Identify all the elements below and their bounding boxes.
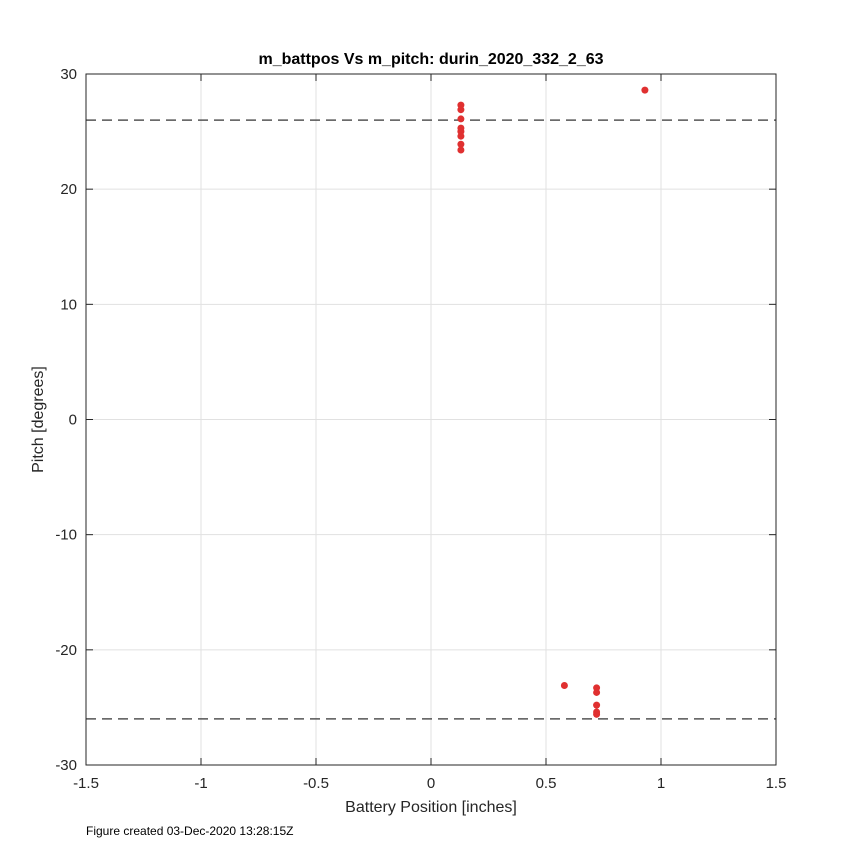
data-point — [593, 710, 601, 718]
x-axis-label: Battery Position [inches] — [345, 799, 517, 816]
x-tick-label: 1 — [657, 775, 665, 792]
chart-title: m_battpos Vs m_pitch: durin_2020_332_2_6… — [258, 51, 603, 68]
y-tick-label: -10 — [55, 527, 77, 544]
y-axis-label: Pitch [degrees] — [30, 366, 47, 473]
x-tick-label: -1.5 — [73, 775, 99, 792]
data-point — [457, 106, 465, 114]
data-point — [457, 132, 465, 140]
data-point — [593, 701, 601, 709]
x-tick-label: 0.5 — [536, 775, 557, 792]
x-tick-label: -1 — [194, 775, 207, 792]
data-point — [593, 688, 601, 696]
figure-created-footnote: Figure created 03-Dec-2020 13:28:15Z — [86, 824, 294, 838]
data-points — [457, 86, 649, 718]
y-tick-label: 20 — [60, 181, 77, 198]
data-point — [457, 146, 465, 154]
reference-lines — [86, 119, 776, 720]
y-tick-label: 10 — [60, 296, 77, 313]
data-point — [560, 682, 568, 690]
x-tick-label: 0 — [427, 775, 435, 792]
data-point — [457, 115, 465, 123]
axis-ticks: -1.5 -1 -0.5 0 0.5 1 1.5 -30 -20 -10 0 10 20 30 — [55, 66, 786, 792]
data-point — [641, 86, 649, 94]
data-point — [457, 140, 465, 148]
x-tick-label: 1.5 — [766, 775, 787, 792]
x-tick-label: -0.5 — [303, 775, 329, 792]
y-tick-label: -30 — [55, 757, 77, 774]
y-tick-label: 30 — [60, 66, 77, 83]
y-tick-label: 0 — [69, 412, 77, 429]
y-tick-label: -20 — [55, 642, 77, 659]
